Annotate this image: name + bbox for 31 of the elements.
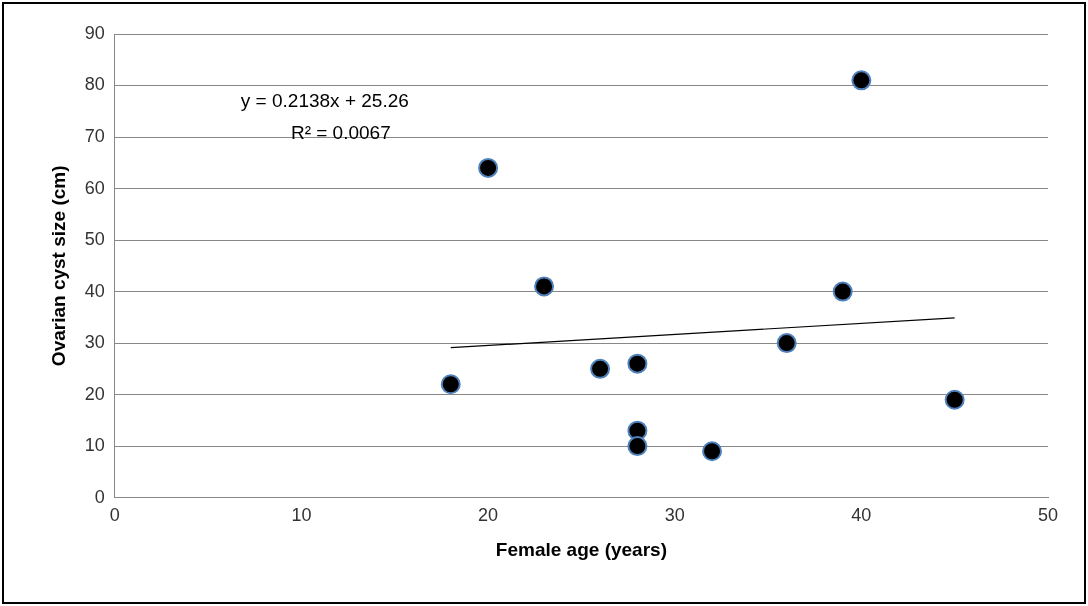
point — [832, 281, 853, 302]
y-tick-label: 20 — [84, 383, 105, 404]
y-axis-title: Ovarian cyst size (cm) — [47, 165, 69, 367]
annotation: R² = 0.0067 — [290, 122, 391, 144]
x-tick-label: 30 — [664, 505, 685, 526]
x-tick-label: 10 — [291, 505, 312, 526]
y-tick-label: 10 — [84, 435, 105, 456]
y-tick-label: 30 — [84, 332, 105, 353]
point — [590, 358, 611, 379]
point — [944, 389, 965, 410]
point — [440, 374, 461, 395]
y-tick-label: 60 — [84, 177, 105, 198]
point — [534, 276, 555, 297]
y-tick-label: 70 — [84, 125, 105, 146]
y-tick-label: 50 — [84, 229, 105, 250]
y-tick-label: 80 — [84, 74, 105, 95]
point — [851, 70, 872, 91]
point — [702, 441, 723, 462]
x-tick-label: 20 — [478, 505, 499, 526]
x-tick-label: 40 — [851, 505, 872, 526]
point — [478, 157, 499, 178]
x-tick-label: 0 — [109, 505, 120, 526]
y-tick-label: 40 — [84, 280, 105, 301]
y-tick-label: 0 — [94, 486, 105, 507]
point — [627, 436, 648, 457]
annotation: y = 0.2138x + 25.26 — [240, 90, 409, 112]
x-axis-title: Female age (years) — [495, 538, 667, 560]
y-tick-label: 90 — [84, 22, 105, 43]
point — [627, 353, 648, 374]
point — [776, 333, 797, 354]
x-tick-label: 50 — [1037, 505, 1059, 526]
